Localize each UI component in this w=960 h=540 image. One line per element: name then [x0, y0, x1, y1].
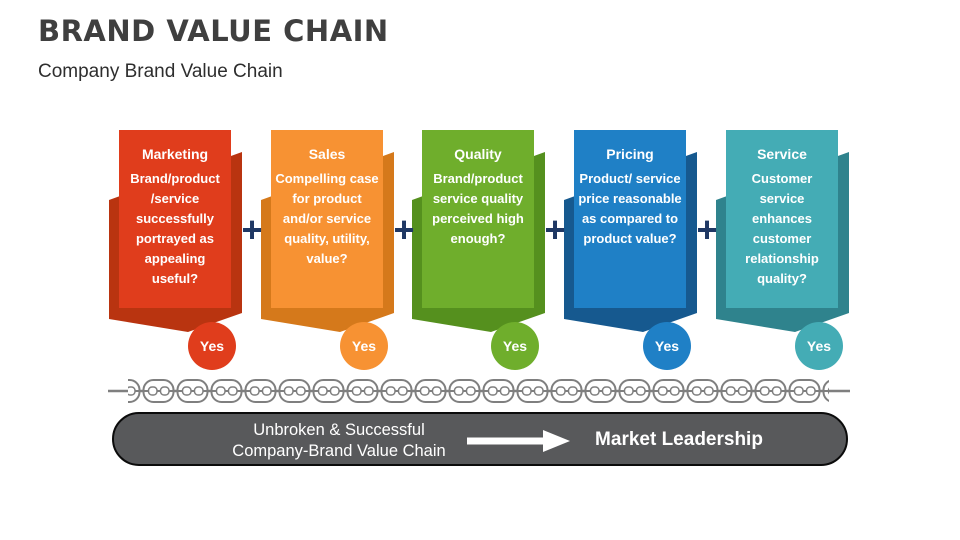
- card-service: Service Customer service enhances custom…: [716, 128, 850, 373]
- card-title: Marketing: [141, 146, 209, 162]
- plus-connector: +: [241, 209, 263, 250]
- card-question: Product/ service price reasonable as com…: [578, 171, 682, 246]
- card-question: Brand/product /service successfully port…: [130, 171, 220, 286]
- card-ribbon-shape: [412, 130, 545, 370]
- page-title: BRAND VALUE CHAIN: [38, 14, 389, 48]
- bar-left-line2: Company-Brand Value Chain: [232, 442, 446, 460]
- card-text: Quality Brand/product service quality pe…: [422, 146, 534, 249]
- conclusion-bar: Unbroken & Successful Company-Brand Valu…: [112, 412, 848, 466]
- card-ribbon-shape: [261, 130, 394, 370]
- plus-connector: +: [393, 209, 415, 250]
- page-subtitle: Company Brand Value Chain: [38, 61, 283, 82]
- answer-badge: Yes: [654, 338, 680, 354]
- chain-links: [128, 377, 829, 405]
- card-text: Marketing Brand/product /service success…: [119, 146, 231, 289]
- bar-left-text: Unbroken & Successful Company-Brand Valu…: [189, 420, 489, 462]
- chain-graphic: [108, 377, 850, 405]
- card-text: Service Customer service enhances custom…: [726, 146, 838, 289]
- card-title: Sales: [308, 146, 346, 162]
- card-title: Quality: [454, 146, 502, 162]
- card-quality: Quality Brand/product service quality pe…: [412, 128, 546, 373]
- card-ribbon-shape: [716, 130, 849, 370]
- right-arrow-icon: [467, 430, 570, 452]
- card-question: Brand/product service quality perceived …: [432, 171, 524, 246]
- card-ribbon-shape: [564, 130, 697, 370]
- answer-badge: Yes: [199, 338, 225, 354]
- plus-connector: +: [696, 209, 718, 250]
- card-text: Sales Compelling case for product and/or…: [271, 146, 383, 269]
- card-question: Customer service enhances customer relat…: [745, 171, 819, 286]
- answer-badge: Yes: [502, 338, 528, 354]
- bar-right-text: Market Leadership: [595, 429, 763, 450]
- card-title: Service: [757, 146, 807, 162]
- card-question: Compelling case for product and/or servi…: [275, 171, 379, 266]
- bar-left-line1: Unbroken & Successful: [253, 421, 425, 439]
- answer-badge: Yes: [351, 338, 377, 354]
- card-title: Pricing: [606, 146, 654, 162]
- card-sales: Sales Compelling case for product and/or…: [261, 128, 395, 373]
- card-ribbon-shape: [109, 130, 242, 370]
- answer-badge: Yes: [806, 338, 832, 354]
- plus-connector: +: [544, 209, 566, 250]
- card-text: Pricing Product/ service price reasonabl…: [574, 146, 686, 249]
- card-pricing: Pricing Product/ service price reasonabl…: [564, 128, 698, 373]
- card-marketing: Marketing Brand/product /service success…: [109, 128, 243, 373]
